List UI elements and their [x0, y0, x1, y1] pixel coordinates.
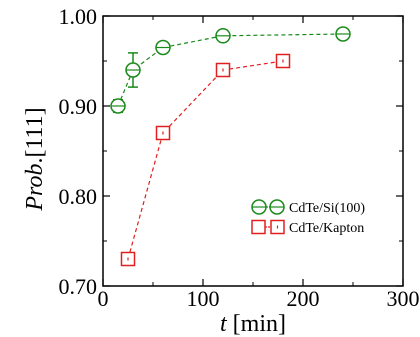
- plot-frame: [102, 15, 404, 287]
- x-axis-unit: [min]: [227, 311, 286, 337]
- y-axis-label: Prob.[111]: [22, 107, 48, 211]
- series-line: [127, 60, 284, 260]
- legend-label: CdTe/Si(100): [289, 201, 365, 216]
- x-tick-label: 200: [287, 286, 320, 311]
- y-tick-label: 0.70: [59, 274, 98, 299]
- legend-marker: [251, 219, 266, 235]
- y-tick-label: 0.80: [59, 184, 98, 209]
- series-2: [120, 53, 291, 267]
- series-line: [117, 33, 344, 107]
- y-tick-label: 0.90: [59, 94, 98, 119]
- x-axis-label: t [min]: [220, 311, 286, 337]
- legend-label: CdTe/Kapton: [289, 221, 364, 236]
- legend-entry-1: CdTe/Si(100): [251, 199, 365, 216]
- x-tick-label: 100: [187, 286, 220, 311]
- series-1: [110, 26, 351, 114]
- x-axis-variable: t: [220, 311, 228, 337]
- legend-entry-2: CdTe/Kapton: [251, 219, 364, 236]
- y-axis-variable: Prob: [22, 164, 48, 212]
- y-axis-suffix: .[111]: [22, 107, 48, 163]
- x-tick-label: 300: [387, 286, 420, 311]
- x-tick-label: 0: [98, 286, 109, 311]
- y-tick-label: 1.00: [59, 4, 98, 29]
